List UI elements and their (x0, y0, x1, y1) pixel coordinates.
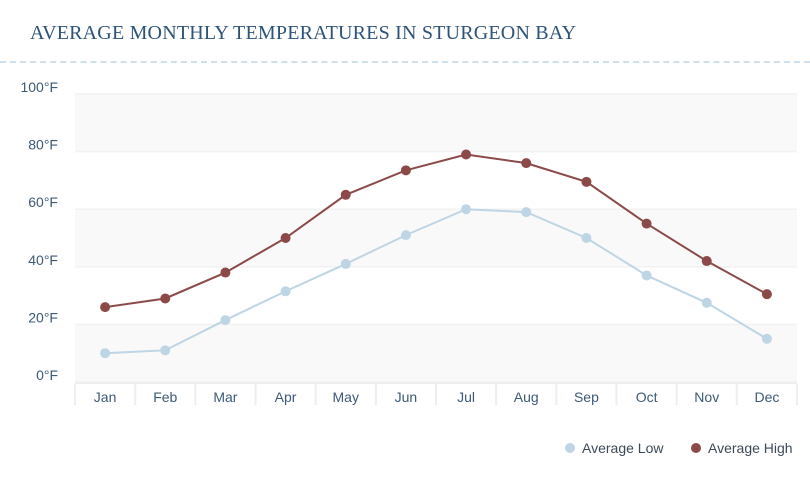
data-point-high (701, 256, 712, 267)
legend-low-label: Average Low (582, 440, 664, 456)
data-point-high (340, 189, 351, 200)
x-tick-label: Oct (636, 389, 658, 405)
plot-band (75, 324, 797, 382)
data-point-low (280, 286, 291, 297)
plot-band (75, 266, 797, 325)
y-tick-label: 60°F (28, 194, 58, 210)
x-tick-label: Dec (754, 389, 779, 405)
y-tick-label: 40°F (28, 252, 58, 268)
y-tick-label: 80°F (28, 137, 58, 153)
legend-item-low[interactable]: Average Low (565, 440, 663, 456)
data-point-low (761, 333, 772, 344)
x-tick-label: Feb (153, 389, 177, 405)
x-tick-label: May (333, 389, 359, 405)
series-line-high (104, 153, 768, 309)
legend-high-label: Average High (708, 440, 793, 456)
chart-title: AVERAGE MONTHLY TEMPERATURES IN STURGEON… (30, 22, 577, 44)
data-point-low (521, 207, 532, 218)
data-point-high (521, 158, 532, 169)
legend-low-marker (565, 443, 575, 453)
x-tick-label: Jul (457, 389, 475, 405)
data-point-low (160, 345, 171, 356)
data-point-high (461, 149, 472, 160)
data-point-high (280, 233, 291, 243)
plot-band (75, 151, 797, 210)
data-point-high (400, 165, 411, 176)
x-tick-label: Nov (694, 389, 719, 405)
data-point-low (220, 315, 231, 326)
plot-band (75, 209, 797, 267)
legend-item-high[interactable]: Average High (691, 440, 793, 456)
legend-high-marker (691, 443, 701, 453)
data-point-high (641, 218, 652, 229)
series-line-low (105, 208, 768, 355)
data-point-low (581, 233, 592, 243)
x-tick-label: Sep (574, 389, 599, 405)
data-point-high (581, 176, 592, 187)
y-tick-label: 0°F (36, 367, 58, 383)
data-point-low (641, 270, 652, 281)
data-point-high (160, 293, 171, 304)
data-point-low (400, 230, 411, 241)
data-point-low (100, 348, 111, 359)
title-divider (0, 61, 810, 63)
x-tick-label: Apr (275, 389, 297, 405)
data-point-high (761, 289, 772, 300)
data-point-high (100, 302, 111, 313)
x-tick-label: Jun (395, 389, 418, 405)
data-point-low (701, 297, 712, 308)
data-point-low (340, 258, 351, 269)
data-point-low (461, 204, 472, 215)
plot-band (75, 94, 797, 152)
x-tick-label: Jan (94, 389, 117, 405)
data-point-high (220, 267, 231, 278)
y-tick-label: 20°F (28, 309, 58, 325)
y-tick-label: 100°F (20, 79, 58, 95)
x-tick-label: Mar (213, 389, 237, 405)
x-tick-label: Aug (514, 389, 539, 405)
